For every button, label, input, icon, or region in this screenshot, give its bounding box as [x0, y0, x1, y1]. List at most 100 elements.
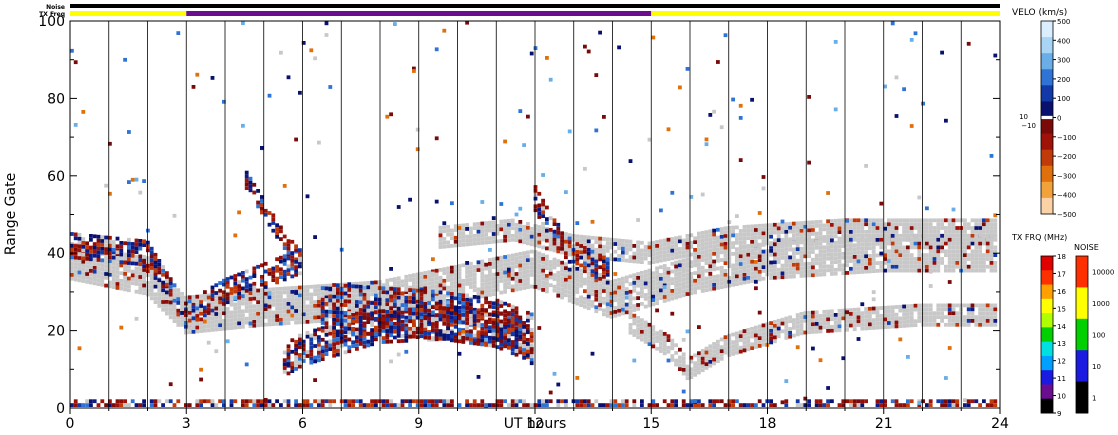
scatter-cell [427, 399, 431, 404]
scatter-cell [719, 265, 724, 270]
scatter-cell [742, 236, 747, 241]
scatter-cell [260, 323, 264, 327]
scatter-cell [700, 360, 705, 365]
scatter-cell [712, 109, 716, 114]
scatter-cell [879, 230, 884, 234]
scatter-cell [442, 294, 447, 299]
scatter-cell [898, 249, 903, 254]
scatter-cell [70, 403, 74, 407]
scatter-cell [252, 281, 257, 286]
scatter-cell [453, 284, 458, 289]
scatter-cell [187, 403, 192, 407]
scatter-cell [522, 324, 526, 329]
scatter-cell [719, 281, 724, 286]
scatter-cell [393, 302, 397, 307]
scatter-cell [499, 263, 504, 268]
scatter-cell [662, 291, 667, 295]
scatter-cell [465, 278, 469, 282]
scatter-cell [370, 403, 374, 407]
scatter-cell [347, 319, 352, 323]
scatter-cell [491, 228, 496, 232]
scatter-cell [719, 353, 724, 357]
scatter-cell [408, 285, 412, 290]
scatter-cell [670, 252, 675, 257]
scatter-cell [689, 371, 694, 376]
scatter-cell [446, 399, 450, 404]
scatter-cell [913, 323, 918, 327]
scatter-cell [727, 229, 732, 234]
scatter-cell [248, 300, 253, 305]
scatter-cell [590, 284, 595, 289]
scatter-cell [294, 257, 298, 262]
scatter-cell [826, 234, 830, 239]
scatter-cell [624, 258, 629, 263]
scatter-cell [564, 262, 568, 267]
scatter-cell [465, 274, 469, 279]
scatter-cell [514, 337, 519, 342]
scatter-cell [400, 307, 405, 311]
scatter-cell [784, 222, 789, 226]
scatter-cell [548, 275, 553, 280]
scatter-cell [476, 318, 481, 323]
scatter-cell [605, 241, 610, 246]
scatter-cell [586, 290, 591, 295]
scatter-cell [294, 316, 298, 321]
scatter-cell [788, 315, 792, 320]
scatter-cell [594, 282, 599, 286]
scatter-cell [883, 233, 887, 238]
scatter-cell [761, 231, 766, 236]
scatter-cell [598, 279, 602, 284]
scatter-cell [480, 271, 485, 276]
scatter-cell [602, 267, 606, 271]
scatter-cell [309, 356, 314, 361]
scatter-cell [469, 265, 473, 270]
scatter-cell [491, 332, 496, 337]
scatter-cell [773, 323, 777, 328]
scatter-cell [651, 298, 656, 302]
scatter-cell [252, 273, 257, 278]
scatter-cell [518, 286, 523, 291]
scatter-cell [526, 330, 530, 335]
scatter-cell [199, 329, 203, 333]
scatter-cell [469, 302, 473, 307]
scatter-cell [526, 254, 530, 259]
scatter-cell [412, 66, 416, 71]
scatter-cell [279, 271, 283, 276]
scatter-cell [237, 280, 241, 285]
scatter-cell [195, 321, 200, 326]
scatter-cell [339, 287, 344, 292]
scatter-cell [499, 339, 504, 343]
scatter-cell [149, 280, 154, 285]
scatter-cell [96, 242, 101, 247]
scatter-cell [385, 302, 390, 306]
scatter-cell [237, 309, 241, 314]
scatter-cell [127, 403, 131, 407]
scatter-cell [127, 257, 131, 261]
scatter-cell [191, 322, 196, 326]
scatter-cell [761, 243, 766, 247]
scatter-cell [678, 294, 682, 299]
scatter-cell [465, 313, 469, 318]
scatter-cell [773, 320, 777, 324]
scatter-cell [301, 308, 306, 313]
scatter-cell [134, 289, 139, 294]
scatter-cell [495, 275, 500, 280]
scatter-cell [681, 258, 686, 263]
scatter-cell [818, 235, 823, 240]
scatter-cell [108, 255, 112, 260]
scatter-cell [165, 290, 169, 295]
scatter-cell [339, 295, 344, 299]
scatter-cell [442, 403, 447, 407]
scatter-cell [621, 246, 625, 251]
scatter-cell [298, 285, 302, 290]
scatter-cell [168, 281, 173, 285]
scatter-cell [594, 399, 599, 404]
scatter-cell [362, 316, 367, 320]
scatter-cell [168, 311, 173, 316]
scatter-cell [681, 360, 686, 364]
scatter-cell [887, 325, 891, 329]
scatter-cell [529, 238, 534, 243]
scatter-cell [130, 242, 135, 246]
scatter-cell [442, 237, 447, 241]
scatter-cell [799, 331, 804, 336]
